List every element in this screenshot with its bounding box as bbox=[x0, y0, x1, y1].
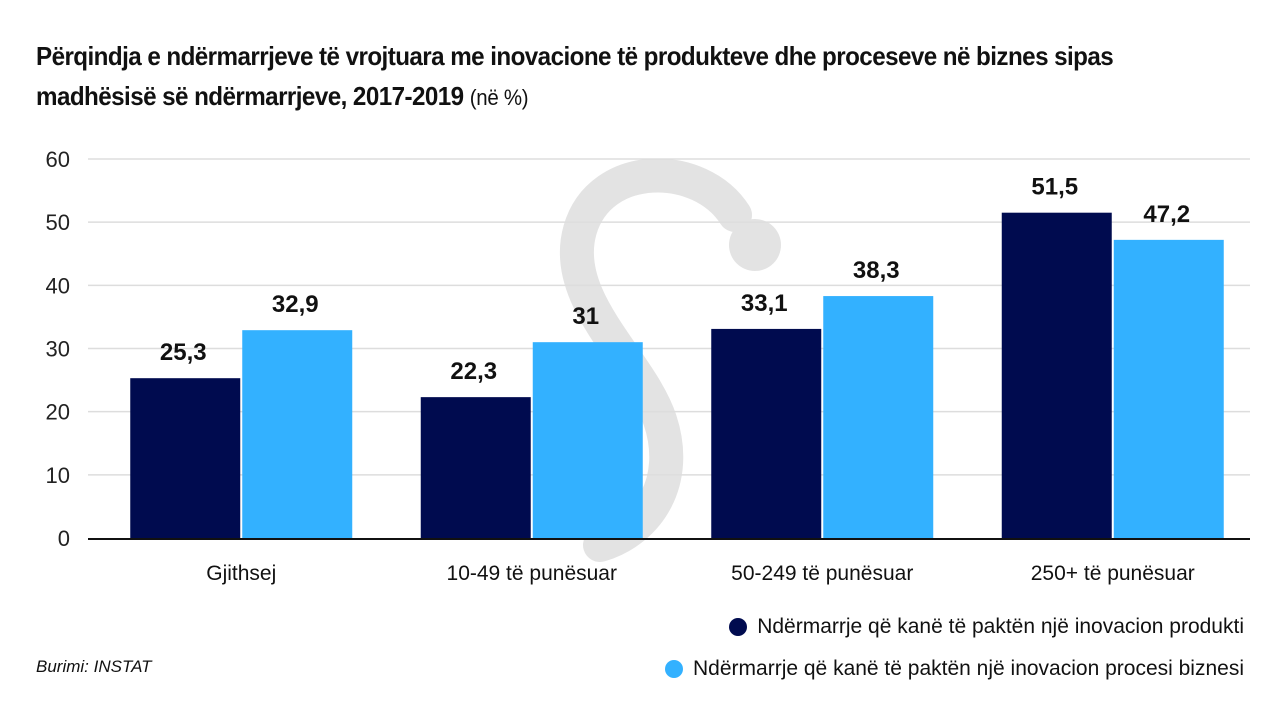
legend-dot-process bbox=[665, 660, 684, 678]
y-tick-label: 20 bbox=[46, 400, 70, 425]
data-label: 32,9 bbox=[272, 291, 319, 318]
y-tick-label: 30 bbox=[46, 337, 70, 362]
data-label: 47,2 bbox=[1143, 201, 1190, 228]
source-note: Burimi: INSTAT bbox=[36, 657, 152, 676]
category-label: 50-249 të punësuar bbox=[731, 562, 913, 585]
x-axis-categories: Gjithsej 10-49 të punësuar 50-249 të punës… bbox=[206, 562, 1195, 585]
chart-title-main: Përqindja e ndërmarrjeve të vrojtuara me… bbox=[36, 41, 1114, 111]
y-tick-label: 10 bbox=[46, 463, 70, 488]
bar-product bbox=[420, 397, 531, 538]
data-labels: 25,3 32,9 22,3 31 33,1 38,3 51,5 47,2 bbox=[160, 174, 1190, 385]
chart-title-unit: (në %) bbox=[469, 85, 529, 110]
y-tick-label: 60 bbox=[46, 147, 70, 172]
data-label: 51,5 bbox=[1031, 174, 1078, 201]
instat-watermark-logo bbox=[559, 158, 781, 562]
y-tick-label: 50 bbox=[46, 210, 70, 235]
data-label: 22,3 bbox=[450, 358, 497, 385]
legend-dot-product bbox=[729, 618, 748, 636]
bar-product bbox=[711, 328, 822, 538]
watermark-s-shape bbox=[559, 158, 752, 562]
data-label: 38,3 bbox=[853, 257, 900, 284]
y-tick-label: 0 bbox=[58, 526, 70, 551]
legend-item-process: Ndërmarrje që kanë të paktën një inovaci… bbox=[665, 648, 1244, 690]
legend-label-process: Ndërmarrje që kanë të paktën një inovaci… bbox=[693, 657, 1244, 680]
bars bbox=[130, 212, 1224, 539]
y-tick-label: 40 bbox=[46, 273, 70, 298]
data-label: 25,3 bbox=[160, 339, 207, 366]
bar-product bbox=[1001, 212, 1112, 539]
bar-process bbox=[823, 296, 934, 538]
bar-process bbox=[532, 342, 643, 538]
legend-item-product: Ndërmarrje që kanë të paktën një inovaci… bbox=[665, 606, 1244, 648]
bar-process bbox=[242, 330, 353, 538]
chart-title: Përqindja e ndërmarrjeve të vrojtuara me… bbox=[36, 36, 1171, 118]
bar-product bbox=[130, 378, 241, 538]
legend-label-product: Ndërmarrje që kanë të paktën një inovaci… bbox=[757, 615, 1244, 638]
data-label: 33,1 bbox=[741, 290, 788, 317]
data-label: 31 bbox=[572, 303, 599, 330]
y-axis-ticks: 0 10 20 30 40 50 60 bbox=[46, 147, 70, 551]
category-label: 10-49 të punësuar bbox=[447, 562, 617, 585]
legend: Ndërmarrje që kanë të paktën një inovaci… bbox=[665, 606, 1244, 690]
category-label: Gjithsej bbox=[206, 562, 276, 585]
watermark-dot bbox=[729, 219, 781, 271]
bar-process bbox=[1113, 239, 1224, 538]
category-label: 250+ të punësuar bbox=[1031, 562, 1195, 585]
